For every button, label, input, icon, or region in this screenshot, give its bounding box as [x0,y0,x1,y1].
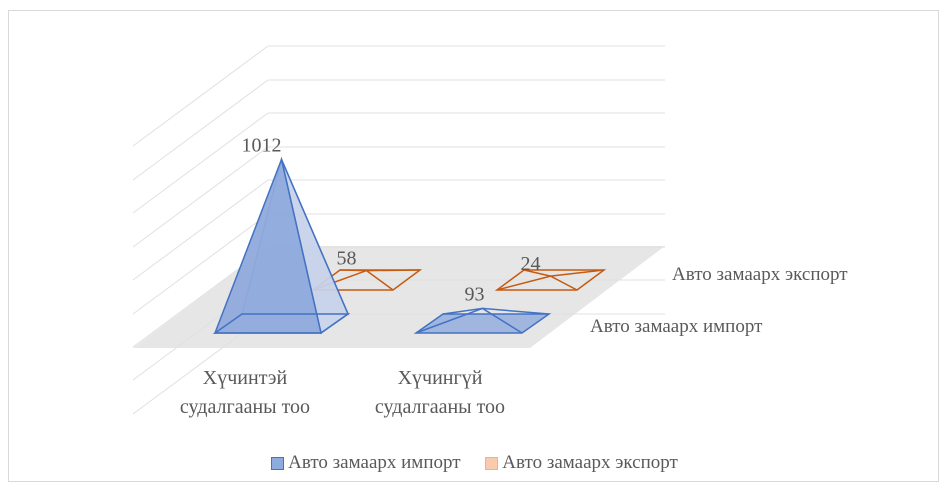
category-label-1-line-1: судалгааны тоо [375,396,505,418]
pyramid-export-0-ridge-2 [339,269,394,291]
legend-label-export: Авто замаарх экспорт [502,452,678,473]
pyramid-import-0-base [212,313,351,334]
pyramid-export-1-ridge-2 [523,269,578,291]
data-label-export-1: 24 [521,253,541,275]
category-label-0-line-1: судалгааны тоо [180,396,310,418]
gridline-side [132,45,269,147]
data-label-import-0: 1012 [242,135,282,157]
legend-swatch-import [271,456,285,470]
gridline-side [132,146,269,248]
category-label-0-line-0: Хүчинтэй [203,367,288,389]
legend-item-export: Авто замаарх экспорт [485,452,678,474]
chart-floor [133,246,665,348]
depth-label-0: Авто замаарх экспорт [672,264,848,285]
data-label-import-1: 93 [465,283,485,305]
legend-item-import: Авто замаарх импорт [271,452,461,474]
depth-label-1: Авто замаарх импорт [590,316,763,337]
legend-label-import: Авто замаарх импорт [288,452,461,473]
pyramid-import-1-ridge-2 [442,307,523,334]
category-label-1-line-0: Хүчингүй [398,367,483,389]
gridline-side [132,213,269,315]
data-label-export-0: 58 [337,248,357,270]
gridline-side [132,179,269,281]
legend-swatch-export [485,456,499,470]
gridline-side [132,79,269,181]
legend: Авто замаарх импорт Авто замаарх экспорт [0,452,949,476]
gridline-side [132,112,269,214]
